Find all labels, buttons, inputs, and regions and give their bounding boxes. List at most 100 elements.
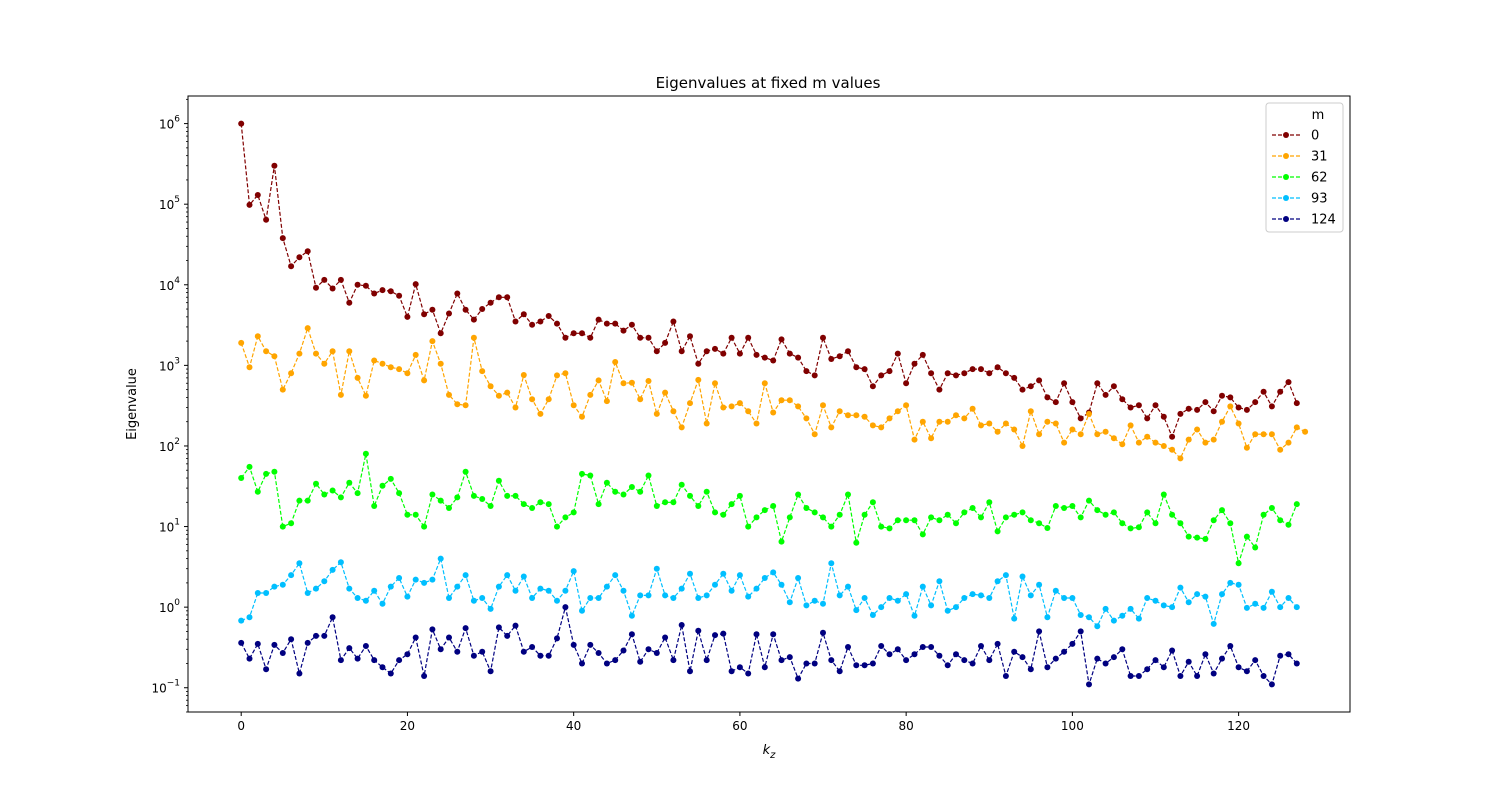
data-point xyxy=(986,657,993,664)
data-point xyxy=(1019,654,1026,661)
data-point xyxy=(969,366,976,373)
data-point xyxy=(903,591,910,598)
data-point xyxy=(628,484,635,490)
data-point xyxy=(537,585,544,592)
legend-label: 31 xyxy=(1311,150,1328,165)
data-point xyxy=(1119,441,1126,448)
data-point xyxy=(903,380,910,387)
data-point xyxy=(645,472,652,479)
data-point xyxy=(994,578,1001,585)
data-point xyxy=(853,607,860,614)
data-point xyxy=(271,583,278,590)
data-point xyxy=(836,408,843,415)
data-point xyxy=(246,364,253,371)
data-point xyxy=(1285,651,1292,658)
data-point xyxy=(1127,525,1134,532)
legend-item-93: 93 xyxy=(1272,192,1328,207)
data-point xyxy=(628,379,635,386)
data-point xyxy=(1135,439,1142,446)
data-point xyxy=(770,409,777,416)
data-point xyxy=(1243,533,1250,540)
data-point xyxy=(603,398,610,405)
data-point xyxy=(603,583,610,590)
data-point xyxy=(612,657,619,664)
data-point xyxy=(321,360,328,367)
data-point xyxy=(1094,431,1101,438)
data-point xyxy=(487,605,494,612)
data-point xyxy=(745,334,752,341)
data-point xyxy=(1169,511,1176,518)
data-point xyxy=(1152,657,1159,664)
data-point xyxy=(853,364,860,371)
data-point xyxy=(387,670,394,677)
data-point xyxy=(354,281,361,288)
data-point xyxy=(637,592,644,599)
data-point xyxy=(911,612,918,619)
data-point xyxy=(828,657,835,664)
data-point xyxy=(537,318,544,325)
data-point xyxy=(886,651,893,658)
data-point xyxy=(279,650,286,656)
legend-marker xyxy=(1283,216,1289,222)
data-point xyxy=(1069,426,1076,433)
data-point xyxy=(603,320,610,327)
data-point xyxy=(745,670,752,677)
data-point xyxy=(687,668,693,675)
data-point xyxy=(437,646,444,653)
data-point xyxy=(1235,581,1242,588)
data-point xyxy=(1052,655,1059,662)
x-tick-label: 60 xyxy=(732,719,747,733)
x-tick-label: 20 xyxy=(400,719,415,733)
data-point xyxy=(1252,544,1259,551)
data-point xyxy=(1135,673,1142,679)
data-point xyxy=(520,501,527,508)
data-point xyxy=(1219,418,1225,425)
data-point xyxy=(820,402,826,409)
data-point xyxy=(1160,443,1167,449)
data-point xyxy=(1102,391,1109,398)
data-point xyxy=(770,569,777,576)
data-point xyxy=(1252,431,1259,438)
data-point xyxy=(1061,380,1068,387)
data-point xyxy=(1285,439,1292,446)
data-point xyxy=(712,380,718,387)
data-point xyxy=(961,370,968,377)
data-point xyxy=(637,396,644,403)
data-point xyxy=(944,418,951,425)
data-point xyxy=(545,501,552,508)
series-line xyxy=(240,123,1298,439)
data-point xyxy=(595,650,602,656)
data-point xyxy=(736,350,743,357)
data-point xyxy=(662,592,669,599)
data-point xyxy=(512,622,519,629)
data-point xyxy=(1119,646,1126,653)
series-31 xyxy=(238,325,1309,462)
data-point xyxy=(1027,408,1034,415)
data-point xyxy=(1036,628,1043,635)
data-point xyxy=(504,632,511,639)
data-point xyxy=(246,463,253,470)
data-point xyxy=(1243,604,1250,611)
data-point xyxy=(836,511,843,518)
data-point xyxy=(421,311,428,318)
data-point xyxy=(736,400,743,407)
data-point xyxy=(263,470,270,477)
data-point xyxy=(687,492,693,499)
data-point xyxy=(944,662,951,669)
data-point xyxy=(304,497,311,504)
data-point xyxy=(554,635,560,642)
data-point xyxy=(479,496,486,502)
data-point xyxy=(637,658,644,665)
data-point xyxy=(379,360,386,367)
data-point xyxy=(479,306,486,312)
data-point xyxy=(620,327,627,334)
data-point xyxy=(337,391,344,398)
data-point xyxy=(1277,446,1284,453)
data-point xyxy=(304,590,311,596)
data-point xyxy=(969,405,976,412)
data-point xyxy=(429,491,436,498)
data-point xyxy=(620,380,627,387)
data-point xyxy=(238,339,245,346)
data-point xyxy=(579,413,585,420)
data-point xyxy=(1069,399,1076,406)
